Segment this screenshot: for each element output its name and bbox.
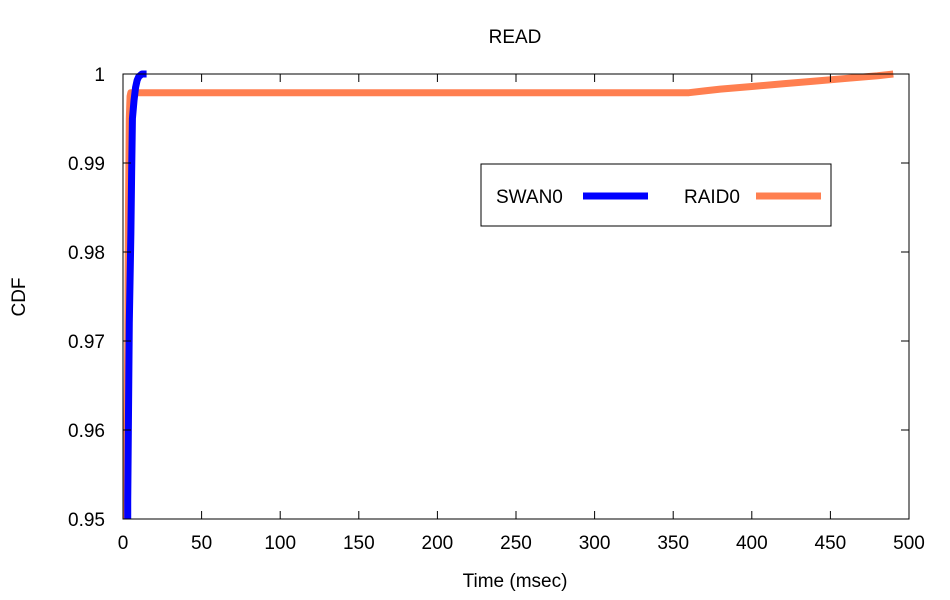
legend-label-raid0: RAID0 — [684, 187, 740, 208]
x-tick-label: 300 — [579, 533, 611, 554]
x-tick-label: 50 — [191, 533, 212, 554]
x-tick-label: 400 — [736, 533, 768, 554]
legend: SWAN0 RAID0 — [480, 163, 832, 227]
y-tick-label: 0.98 — [68, 243, 105, 264]
plot-frame — [122, 73, 910, 520]
x-tick-label: 100 — [264, 533, 296, 554]
y-tick-label: 0.97 — [68, 332, 105, 353]
series-line-raid0 — [122, 70, 894, 520]
x-tick-label: 150 — [343, 533, 375, 554]
x-tick-label: 0 — [118, 533, 129, 554]
x-tick-label: 450 — [815, 533, 847, 554]
series-layer — [122, 70, 894, 520]
legend-label-swan0: SWAN0 — [496, 187, 563, 208]
chart-title: READ — [489, 27, 542, 48]
y-tick-label: 0.99 — [68, 154, 105, 175]
y-tick-label: 0.95 — [68, 510, 105, 531]
x-axis-label: Time (msec) — [463, 571, 568, 592]
y-tick-label: 1 — [94, 65, 105, 86]
x-tick-label: 350 — [657, 533, 689, 554]
ticks-layer: 0 50 100 150 200 250 300 350 400 450 500 0.95 0.96 0.… — [68, 65, 925, 554]
series-line-swan0 — [124, 70, 147, 519]
y-tick-label: 0.96 — [68, 421, 105, 442]
y-axis-label: CDF — [9, 277, 30, 316]
x-tick-label: 250 — [500, 533, 532, 554]
x-tick-label: 500 — [893, 533, 925, 554]
x-tick-label: 200 — [422, 533, 454, 554]
